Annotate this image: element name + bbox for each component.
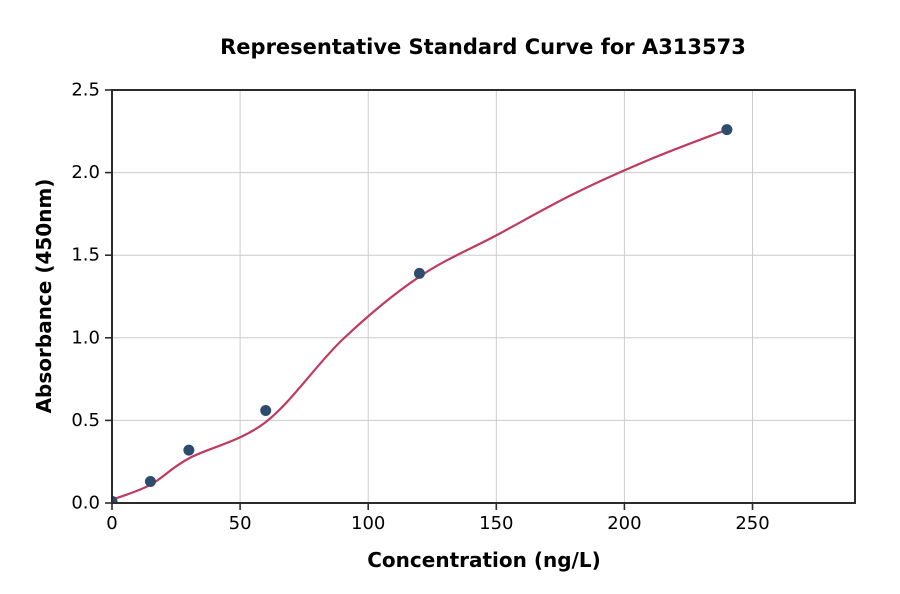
y-tick-label: 0.5	[71, 410, 100, 431]
x-tick-label: 0	[106, 513, 117, 534]
x-tick-label: 100	[351, 513, 385, 534]
data-point	[721, 124, 733, 136]
x-tick-label: 200	[607, 513, 641, 534]
x-axis-label: Concentration (ng/L)	[367, 548, 601, 572]
fit-curve	[112, 128, 728, 501]
data-point	[144, 476, 156, 488]
y-axis-label: Absorbance (450nm)	[32, 178, 56, 414]
y-tick-label: 2.0	[71, 162, 100, 183]
y-tick-label: 1.5	[71, 245, 100, 266]
data-point	[112, 495, 118, 503]
x-tick-label: 250	[735, 513, 769, 534]
data-layer	[112, 124, 733, 503]
chart-title: Representative Standard Curve for A31357…	[220, 35, 746, 59]
data-point	[413, 267, 425, 279]
data-point	[260, 404, 272, 416]
axes-spines	[111, 89, 856, 504]
y-tick-label: 2.5	[71, 80, 100, 101]
x-tick-label: 50	[229, 513, 252, 534]
data-point	[183, 444, 195, 456]
y-tick-label: 0.0	[71, 493, 100, 514]
y-tick-label: 1.0	[71, 327, 100, 348]
x-tick-label: 150	[479, 513, 513, 534]
